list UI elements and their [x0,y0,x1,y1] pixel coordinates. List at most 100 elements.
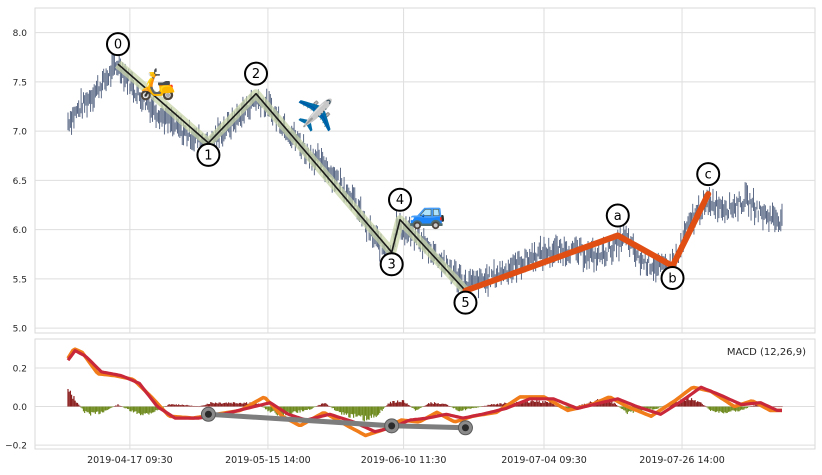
macd-divergence [200,406,473,436]
macd-histogram-bar [649,406,651,410]
macd-histogram-bar [223,403,225,407]
macd-histogram-bar [310,406,312,410]
macd-histogram-bar [262,406,264,408]
macd-histogram-bar [414,406,417,411]
macd-histogram-bar [357,406,359,416]
x-tick-label: 2019-05-15 14:00 [225,455,311,466]
macd-histogram-bar [151,406,154,413]
macd-histogram-bar [239,402,242,407]
macd-histogram-bar [368,406,370,420]
macd-histogram-bar [209,403,211,407]
macd-histogram-bar [328,405,330,407]
macd-histogram-bar [370,406,373,418]
macd-histogram-bar [474,406,476,408]
macd-histogram-bar [495,404,497,407]
wave-label-c: c [696,162,721,187]
macd-histogram-bar [393,400,395,407]
macd-histogram-bar [660,406,662,408]
macd-histogram-bar [179,405,181,407]
macd-histogram-bar [492,404,494,407]
macd-histogram-bar [491,404,493,407]
macd-histogram-bar [101,406,104,413]
macd-histogram-bar [479,406,481,408]
macd-histogram-bar [323,403,325,407]
price-y-tick-label: 6.0 [13,226,28,236]
macd-histogram-bar [463,406,465,409]
macd-histogram-bar [650,406,652,409]
macd-histogram-bar [153,406,155,413]
macd-histogram-bar [651,406,653,410]
macd-histogram-bar [526,401,528,407]
macd-histogram-bar [476,406,478,408]
macd-histogram-bar [405,403,407,407]
macd-histogram-bar [172,404,174,407]
macd-histogram-bar [81,406,83,409]
wave-label-text: 1 [204,148,212,163]
macd-histogram-bar [723,406,725,414]
macd-histogram-bar [332,406,334,409]
macd-histogram-bar [617,405,619,407]
macd-histogram-bar [447,404,449,407]
macd-histogram-bar [131,406,133,411]
macd-histogram-bar [142,406,144,416]
macd-histogram-bar [450,406,452,408]
macd-histogram-bar [443,403,445,407]
macd-histogram-bar [373,406,375,418]
wave-label-text: 2 [252,67,260,82]
macd-histogram-bar [372,406,374,415]
macd-histogram-bar [211,402,213,407]
macd-histogram-bar [203,405,205,407]
macd-histogram-bar [648,406,650,409]
macd-histogram-bar [654,406,656,410]
macd-histogram-bar [377,406,380,415]
macd-histogram-bar [270,406,273,412]
macd-histogram-bar [93,406,95,413]
macd-histogram-bar [401,400,403,407]
macd-histogram-bar [535,401,537,407]
macd-histogram-bar [91,406,93,412]
macd-histogram-bar [195,406,198,407]
macd-histogram-bar [727,406,730,412]
macd-histogram-bar [748,406,750,408]
macd-histogram-bar [744,406,746,409]
macd-histogram-bar [145,406,148,414]
macd-histogram-bar [683,397,686,407]
macd-histogram-bar [742,406,744,410]
macd-histogram-bar [425,405,427,407]
macd-histogram-bar [424,405,426,407]
macd-histogram-bar [448,405,450,407]
macd-histogram-bar [391,403,393,407]
macd-histogram-bar [407,404,409,407]
macd-histogram-bar [137,406,139,413]
macd-histogram-bar [745,406,747,409]
macd-histogram-bar [483,405,486,407]
macd-histogram-bar [773,406,775,408]
macd-histogram-bar [458,406,461,412]
macd-histogram-bar [122,406,124,408]
macd-histogram-bar [238,402,240,407]
macd-histogram-bar [464,406,467,411]
wave-label-b: b [660,266,685,291]
macd-histogram-bar [245,402,248,407]
macd-histogram-bar [147,406,149,414]
macd-histogram-bar [363,406,365,422]
macd-histogram-bar [110,406,112,408]
price-y-tick-label: 7.0 [13,128,28,138]
macd-histogram-bar [729,406,731,412]
macd-histogram-bar [314,406,317,408]
macd-histogram-bar [205,404,207,407]
macd-histogram-bar [568,406,570,410]
macd-histogram-bar [670,403,672,407]
macd-histogram-bar [546,402,549,407]
wave-label-circle [696,162,721,187]
macd-histogram-bar [626,406,628,415]
x-tick-label: 2019-07-26 14:00 [639,455,725,466]
macd-histogram-bar [349,406,351,418]
macd-histogram-bar [705,406,707,408]
macd-histogram-bar [468,406,470,409]
macd-histogram-bar [695,402,697,407]
macd-histogram-bar [374,406,376,416]
macd-histogram-bar [293,406,295,412]
macd-histogram-bar [79,405,81,407]
x-tick-label: 2019-04-17 09:30 [87,455,173,466]
